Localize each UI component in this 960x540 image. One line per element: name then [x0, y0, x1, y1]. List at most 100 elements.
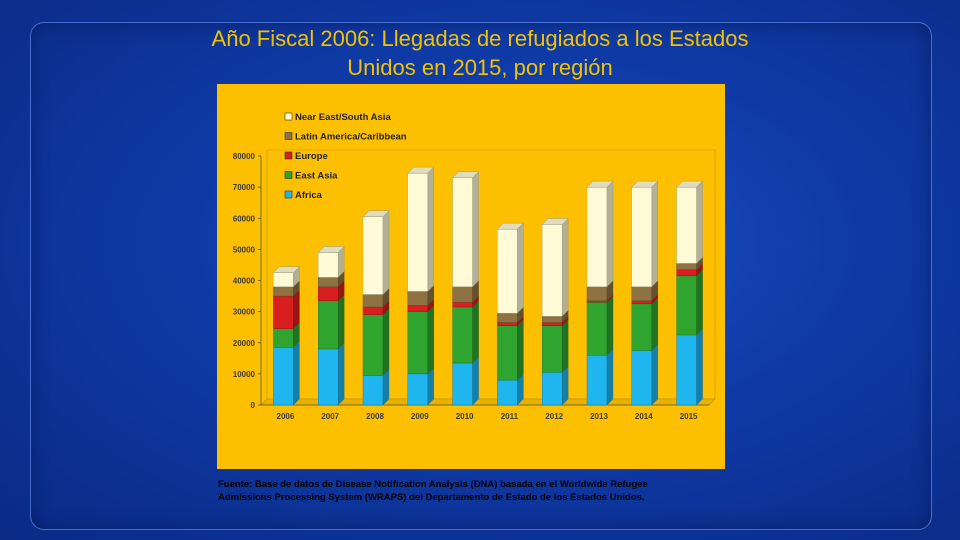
x-tick-label: 2010 — [456, 412, 474, 421]
bar-segment-side — [517, 319, 524, 381]
stacked-bar-chart: 0 10000 20000 30000 40000 50000 60000 70000 8000… — [233, 112, 716, 421]
bar-segment — [586, 302, 608, 356]
bar-segment — [497, 379, 518, 406]
x-tick-label: 2013 — [590, 412, 608, 421]
legend-label: Near East/South Asia — [295, 112, 391, 123]
bar-segment — [407, 291, 429, 306]
bar-segment-side — [427, 166, 434, 292]
bar-segment — [586, 355, 608, 406]
legend-label: Africa — [295, 190, 323, 201]
legend-swatch — [284, 112, 293, 121]
bar-segment-side — [427, 367, 434, 406]
legend-label: East Asia — [295, 171, 338, 182]
bar-segment — [676, 269, 697, 277]
legend-swatch — [284, 171, 293, 179]
bar-segment-side — [382, 308, 390, 376]
bar-segment-side — [472, 171, 479, 288]
bar-segment — [407, 311, 429, 375]
bar-segment — [452, 177, 473, 287]
bar-segment-side — [651, 180, 658, 288]
bar-segment-side — [651, 344, 658, 406]
bar-top — [631, 180, 659, 188]
bar-segment-side — [338, 342, 345, 406]
y-tick-label: 0 — [251, 401, 256, 410]
bar-segment — [542, 224, 563, 317]
bar-segment — [586, 300, 608, 303]
bar-segment — [676, 334, 697, 406]
bar-top — [407, 166, 435, 174]
bar-segment — [452, 362, 473, 406]
bar-segment-side — [338, 294, 345, 350]
chart-panel: 0 10000 20000 30000 40000 50000 60000 70000 8000… — [217, 84, 725, 469]
bar-segment — [362, 314, 384, 376]
x-tick-label: 2012 — [545, 412, 563, 421]
bar-segment-side — [696, 180, 703, 264]
x-tick-label: 2014 — [635, 412, 653, 421]
bar-segment — [542, 322, 563, 326]
bar-segment — [497, 228, 518, 314]
bar-segment — [407, 373, 429, 406]
bar-segment — [362, 306, 384, 315]
bar-segment — [497, 322, 518, 326]
bar-segment-side — [696, 269, 703, 336]
legend-swatch — [284, 132, 293, 140]
x-tick-label: 2007 — [321, 412, 339, 421]
bar-segment — [631, 186, 652, 287]
y-tick-label: 40000 — [233, 277, 256, 286]
bar-top — [452, 171, 480, 178]
bar-segment-side — [382, 369, 390, 406]
source-note: Fuente: Base de datos de Disease Notific… — [218, 478, 758, 504]
bar-segment-side — [606, 348, 614, 406]
bar-segment — [317, 277, 339, 287]
bar-segment — [631, 303, 652, 351]
bar-segment — [542, 325, 563, 373]
x-tick-label: 2015 — [680, 412, 698, 421]
slide-frame — [30, 22, 932, 530]
bar-segment-side — [472, 300, 479, 364]
legend-swatch — [284, 190, 293, 199]
bar-segment — [452, 286, 473, 303]
bar-segment — [586, 186, 608, 287]
bar-segment — [407, 172, 429, 292]
bar-segment — [317, 252, 339, 278]
bar-segment — [497, 325, 518, 381]
y-tick-label: 20000 — [233, 339, 256, 348]
bar-segment — [676, 263, 697, 270]
bar-segment — [676, 275, 697, 336]
bar-segment — [631, 286, 652, 301]
bar-segment-side — [651, 297, 658, 351]
bar-segment — [676, 186, 697, 264]
bar-top — [541, 218, 569, 225]
source-line-1: Fuente: Base de datos de Disease Notific… — [218, 479, 648, 490]
bar-segment — [631, 350, 652, 406]
bar-segment — [452, 306, 473, 364]
legend-label: Latin America/Caribbean — [295, 132, 407, 143]
title-line-1: Año Fiscal 2006: Llegadas de refugiados … — [211, 26, 749, 51]
x-tick-label: 2011 — [501, 412, 519, 421]
bar-segment — [631, 300, 652, 305]
bar-segment-side — [562, 218, 569, 317]
legend-label: Europe — [295, 151, 328, 162]
bar-segment-side — [293, 289, 300, 330]
bar-segment-side — [696, 328, 703, 406]
bar-segment — [362, 294, 384, 308]
bar-segment-side — [427, 305, 434, 375]
bar-top — [317, 246, 345, 253]
legend-swatch — [284, 151, 293, 160]
x-tick-label: 2006 — [277, 412, 295, 421]
bar-segment — [542, 316, 563, 323]
bar-top — [586, 180, 614, 188]
bar-segment — [452, 302, 473, 308]
bar-segment — [497, 312, 518, 323]
bar-segment — [317, 286, 339, 301]
bar-segment-side — [606, 180, 614, 288]
bar-segment-side — [562, 319, 569, 373]
x-tick-label: 2009 — [411, 412, 429, 421]
bar-segment — [586, 286, 608, 301]
bar-segment — [273, 295, 294, 329]
title-line-2: Unidos en 2015, por región — [347, 55, 613, 80]
bar-top — [496, 222, 524, 230]
bar-segment — [542, 372, 563, 406]
bar-segment — [273, 347, 294, 406]
y-tick-label: 60000 — [233, 214, 256, 223]
